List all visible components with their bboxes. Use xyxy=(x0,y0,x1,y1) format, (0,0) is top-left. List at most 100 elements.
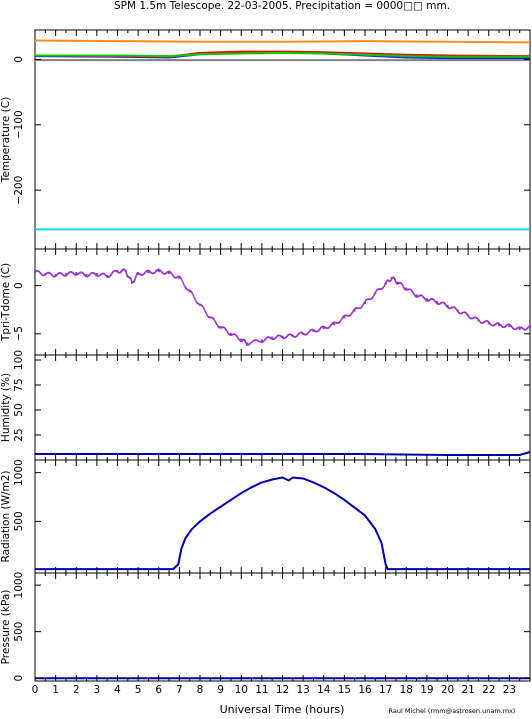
data-point xyxy=(227,332,229,334)
data-point xyxy=(205,313,208,316)
data-point xyxy=(229,332,232,335)
data-point xyxy=(191,293,194,295)
data-point xyxy=(468,315,470,318)
data-point xyxy=(526,326,529,329)
data-point xyxy=(394,279,397,282)
data-point xyxy=(237,337,240,340)
data-point xyxy=(104,273,106,276)
data-point xyxy=(209,316,212,319)
data-point xyxy=(446,304,449,307)
data-point xyxy=(82,273,85,275)
data-point xyxy=(510,324,512,327)
data-point xyxy=(194,299,197,302)
data-point xyxy=(257,340,260,342)
x-tick-label: 1 xyxy=(52,684,59,696)
data-point xyxy=(191,291,193,294)
data-point xyxy=(411,290,413,293)
data-point xyxy=(129,277,132,280)
data-point xyxy=(400,282,403,285)
data-point xyxy=(202,307,205,309)
data-point xyxy=(130,278,132,281)
data-point xyxy=(134,277,137,279)
data-point xyxy=(143,272,146,274)
data-point xyxy=(240,338,243,341)
data-point xyxy=(306,332,309,335)
data-point xyxy=(259,340,261,343)
data-point xyxy=(213,318,215,321)
series-4 xyxy=(35,51,530,58)
data-point xyxy=(214,320,217,323)
data-point xyxy=(137,273,140,276)
data-point xyxy=(135,274,138,277)
data-point xyxy=(194,298,196,300)
data-point xyxy=(434,300,436,302)
panel-frame xyxy=(34,29,531,250)
data-point xyxy=(38,271,41,273)
data-point xyxy=(238,338,240,341)
data-point xyxy=(253,339,256,342)
data-point xyxy=(256,339,259,342)
y-tick-label: 25 xyxy=(13,428,25,441)
data-point xyxy=(110,274,112,276)
data-point xyxy=(402,285,405,288)
data-point xyxy=(111,271,114,274)
data-point xyxy=(352,310,355,312)
data-point xyxy=(188,290,191,293)
data-point xyxy=(385,281,387,284)
data-point xyxy=(204,310,206,313)
data-point xyxy=(171,273,173,276)
data-point xyxy=(249,342,252,345)
data-point xyxy=(296,334,299,337)
data-point xyxy=(245,342,247,344)
data-point xyxy=(184,286,187,289)
data-point xyxy=(251,340,254,343)
data-point xyxy=(190,290,192,293)
data-point xyxy=(180,278,183,281)
data-point xyxy=(219,326,222,329)
data-point xyxy=(425,298,428,301)
data-point xyxy=(263,340,265,342)
data-point xyxy=(393,277,396,280)
data-point xyxy=(403,286,405,289)
x-tick-label: 4 xyxy=(114,684,121,696)
data-point xyxy=(134,278,136,281)
x-tick-label: 23 xyxy=(503,684,516,696)
x-tick-label: 8 xyxy=(197,684,204,696)
data-point xyxy=(201,305,204,307)
x-tick-label: 16 xyxy=(358,684,372,696)
x-tick-label: 11 xyxy=(255,684,268,696)
credit-text: Raul Michel (rmm@astrosen.unam.mx) xyxy=(389,707,516,715)
data-point xyxy=(135,275,137,278)
data-point xyxy=(271,336,274,339)
data-point xyxy=(511,326,514,329)
data-point xyxy=(302,332,305,335)
data-point xyxy=(203,308,206,311)
data-point xyxy=(436,301,439,303)
data-point xyxy=(328,326,331,328)
series-1 xyxy=(34,268,531,346)
data-point xyxy=(317,329,320,332)
series-1 xyxy=(35,476,530,571)
data-point xyxy=(487,321,490,323)
data-point xyxy=(54,274,57,277)
y-axis-label: Humidity (%) xyxy=(0,373,12,442)
data-point xyxy=(264,339,266,341)
x-tick-label: 13 xyxy=(296,684,309,696)
data-point xyxy=(477,319,480,322)
data-point xyxy=(236,335,238,337)
data-point xyxy=(216,324,219,327)
data-point xyxy=(443,302,446,305)
data-point xyxy=(390,279,392,282)
x-tick-label: 6 xyxy=(155,684,162,696)
data-point xyxy=(85,274,88,277)
data-point xyxy=(322,327,325,330)
panel-frame xyxy=(34,572,531,682)
data-point xyxy=(434,301,437,303)
data-point xyxy=(147,271,150,274)
x-tick-label: 15 xyxy=(338,684,351,696)
data-point xyxy=(133,280,135,283)
data-point xyxy=(106,274,109,277)
data-point xyxy=(224,328,227,331)
